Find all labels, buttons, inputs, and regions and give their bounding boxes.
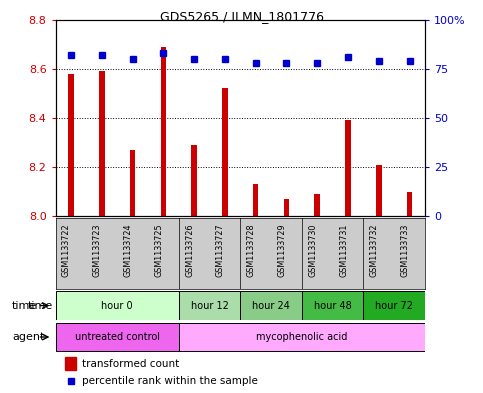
Bar — [160, 47, 166, 216]
Text: GSM1133722: GSM1133722 — [62, 224, 71, 277]
Bar — [407, 192, 412, 216]
Text: GSM1133730: GSM1133730 — [308, 224, 317, 277]
Bar — [364, 292, 425, 320]
Bar — [191, 145, 197, 216]
Bar — [65, 357, 76, 369]
Text: hour 24: hour 24 — [252, 301, 290, 310]
Bar — [253, 184, 258, 216]
Text: GSM1133732: GSM1133732 — [370, 224, 379, 277]
Text: time: time — [12, 301, 37, 310]
Text: GSM1133723: GSM1133723 — [93, 224, 102, 277]
Bar — [240, 292, 302, 320]
Text: mycophenolic acid: mycophenolic acid — [256, 332, 348, 342]
Text: agent: agent — [12, 332, 44, 342]
Bar — [345, 120, 351, 216]
Bar — [56, 323, 179, 351]
Bar — [130, 150, 135, 216]
Text: GSM1133724: GSM1133724 — [124, 224, 132, 277]
Text: GSM1133733: GSM1133733 — [400, 224, 410, 277]
Text: GSM1133725: GSM1133725 — [154, 224, 163, 277]
Text: time: time — [28, 301, 53, 310]
Text: transformed count: transformed count — [82, 358, 179, 369]
Bar — [376, 165, 382, 216]
Bar — [222, 88, 227, 216]
Text: GSM1133729: GSM1133729 — [277, 224, 286, 277]
Bar — [56, 292, 179, 320]
Bar — [99, 71, 104, 216]
Text: hour 0: hour 0 — [101, 301, 133, 310]
Text: hour 12: hour 12 — [191, 301, 228, 310]
Text: hour 72: hour 72 — [375, 301, 413, 310]
Bar — [314, 194, 320, 216]
Bar — [179, 323, 425, 351]
Text: GSM1133731: GSM1133731 — [339, 224, 348, 277]
Text: percentile rank within the sample: percentile rank within the sample — [82, 376, 258, 386]
Bar — [68, 74, 74, 216]
Text: GDS5265 / ILMN_1801776: GDS5265 / ILMN_1801776 — [159, 10, 324, 23]
Bar — [179, 292, 240, 320]
Text: GSM1133728: GSM1133728 — [247, 224, 256, 277]
Bar — [284, 199, 289, 216]
Bar — [302, 292, 364, 320]
Text: GSM1133726: GSM1133726 — [185, 224, 194, 277]
Text: untreated control: untreated control — [75, 332, 159, 342]
Text: hour 48: hour 48 — [314, 301, 352, 310]
Text: GSM1133727: GSM1133727 — [216, 224, 225, 277]
